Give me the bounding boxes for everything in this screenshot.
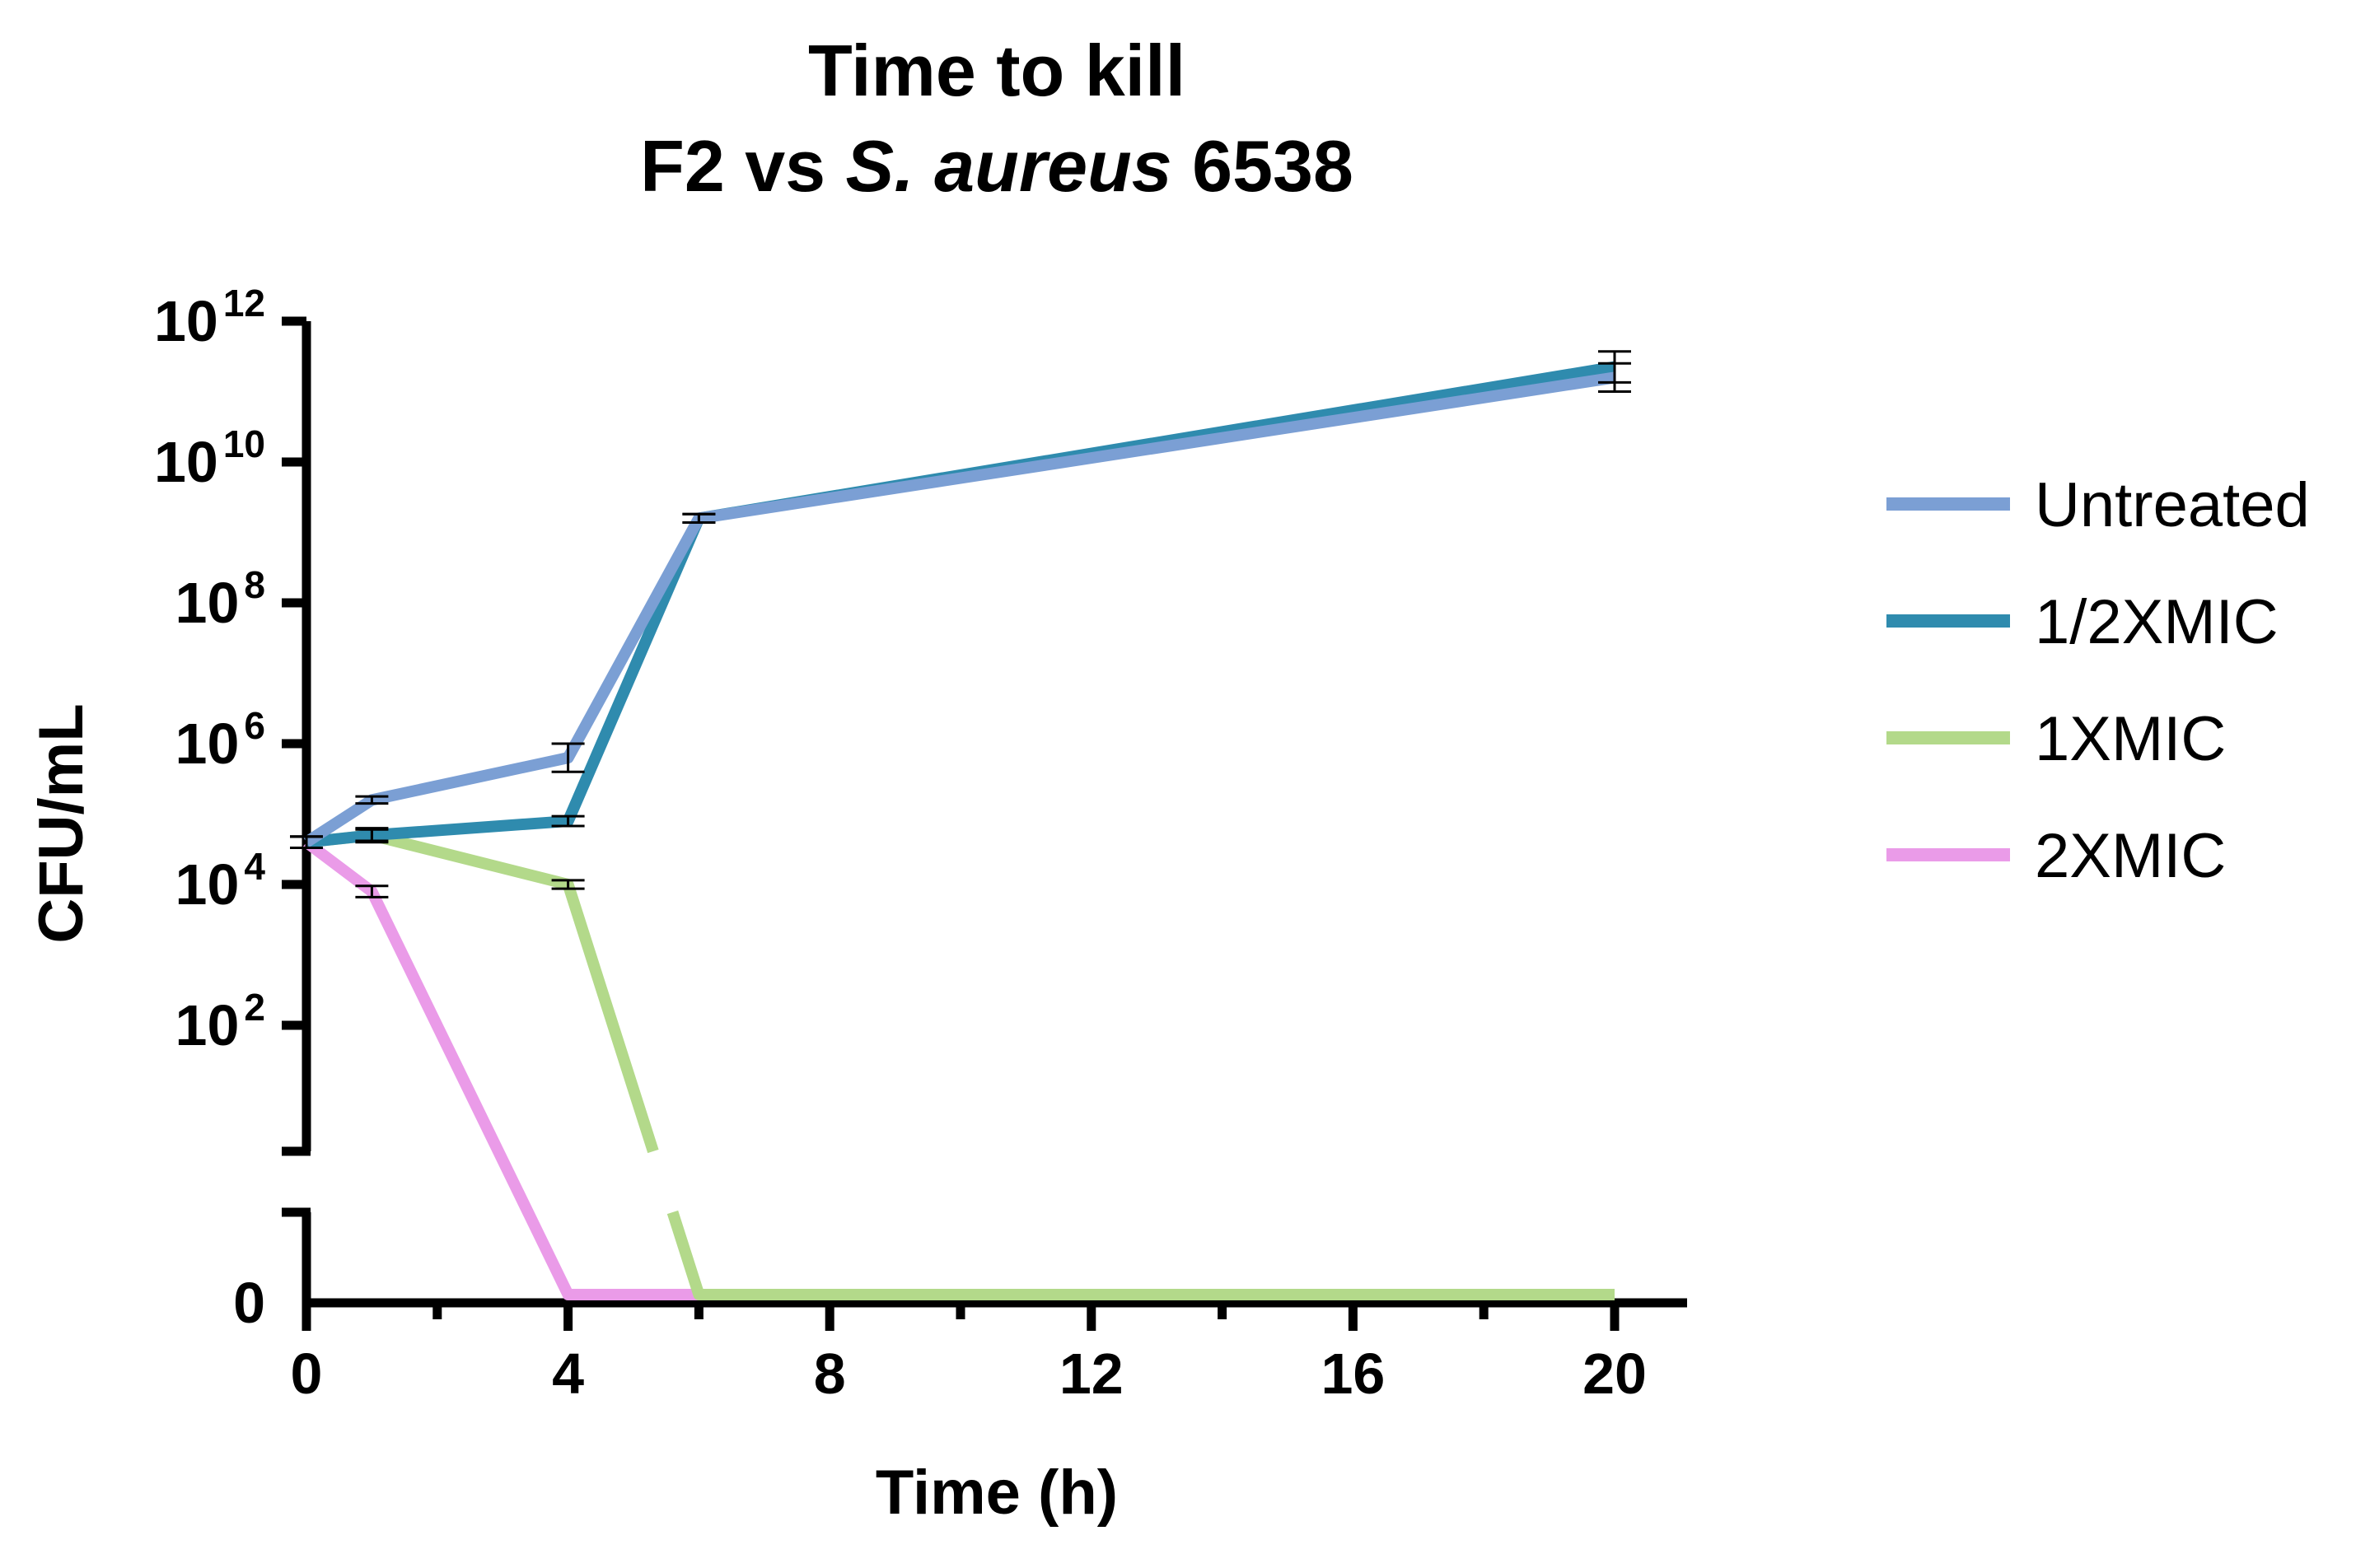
y-tick-label: 10 10: [154, 422, 265, 494]
legend-item-untreated: Untreated: [1886, 470, 2310, 540]
legend-label-2xmic: 2XMIC: [2035, 821, 2226, 891]
x-tick-label: 4: [552, 1342, 584, 1406]
x-axis-label: Time (h): [876, 1458, 1118, 1528]
series: [302, 361, 1616, 1300]
x-tick-label: 16: [1321, 1342, 1385, 1406]
y-tick-base: 10: [154, 430, 218, 494]
x-tick-label: 20: [1582, 1342, 1647, 1406]
y-tick-label: 10 4: [175, 845, 266, 917]
chart-title-prefix: F2 vs: [640, 125, 845, 207]
legend-label-1-2xmic: 1/2XMIC: [2035, 587, 2279, 657]
error-bar-2xmic: [290, 835, 323, 850]
series-line-2xmic: [302, 838, 1615, 1300]
y-tick-exponent: 12: [223, 282, 265, 324]
y-tick-base: 10: [175, 852, 240, 917]
error-bar-untreated: [355, 795, 389, 805]
x-tick-label: 12: [1059, 1342, 1124, 1406]
y-tick-base: 10: [154, 289, 218, 353]
error-bar-2xmic: [355, 884, 389, 898]
y-tick-label: 10 8: [175, 563, 265, 635]
x-tick-label: 0: [291, 1342, 323, 1406]
error-bars: [290, 350, 1631, 898]
chart-title-organism: S. aureus: [846, 125, 1172, 207]
y-axis-label: CFU/mL: [26, 703, 96, 943]
y-tick-exponent: 2: [244, 986, 265, 1029]
series-line-1xmic-lower: [666, 1210, 1615, 1300]
y-tick-exponent: 8: [244, 563, 265, 606]
error-bar-untreated: [551, 742, 585, 773]
x-tick-label: 8: [814, 1342, 846, 1406]
error-bar-1-2xmic: [551, 814, 585, 828]
chart-title-line2: F2 vs S. aureus 6538: [640, 125, 1353, 207]
chart-title-suffix: 6538: [1172, 125, 1353, 207]
error-bar-1-2xmic: [1598, 350, 1631, 384]
error-bar-1xmic: [551, 879, 585, 890]
legend-label-untreated: Untreated: [2035, 470, 2310, 540]
series-line-untreated: [303, 371, 1616, 847]
chart-title: Time to kill F2 vs S. aureus 6538: [640, 30, 1353, 207]
legend-item-1xmic: 1XMIC: [1886, 704, 2226, 774]
chart-title-line1: Time to kill: [808, 30, 1185, 111]
y-tick-exponent: 4: [244, 845, 265, 888]
legend: Untreated 1/2XMIC 1XMIC 2XMIC: [1886, 470, 2310, 891]
legend-label-1xmic: 1XMIC: [2035, 704, 2226, 774]
legend-item-1-2xmic: 1/2XMIC: [1886, 587, 2279, 657]
y-tick-label: 10 6: [175, 704, 265, 776]
error-bar-1-2xmic: [682, 512, 716, 525]
y-tick-label: 10 12: [154, 282, 265, 353]
y-tick-label: 10 2: [175, 986, 265, 1057]
y-tick-base: 10: [175, 993, 240, 1057]
y-tick-base: 10: [175, 571, 240, 635]
y-tick-base: 10: [175, 712, 240, 776]
y-tick-label-zero: 0: [233, 1271, 265, 1335]
y-tick-exponent: 10: [223, 422, 265, 465]
y-tick-exponent: 6: [244, 704, 265, 747]
error-bar-1xmic: [355, 828, 389, 842]
legend-item-2xmic: 2XMIC: [1886, 821, 2226, 891]
